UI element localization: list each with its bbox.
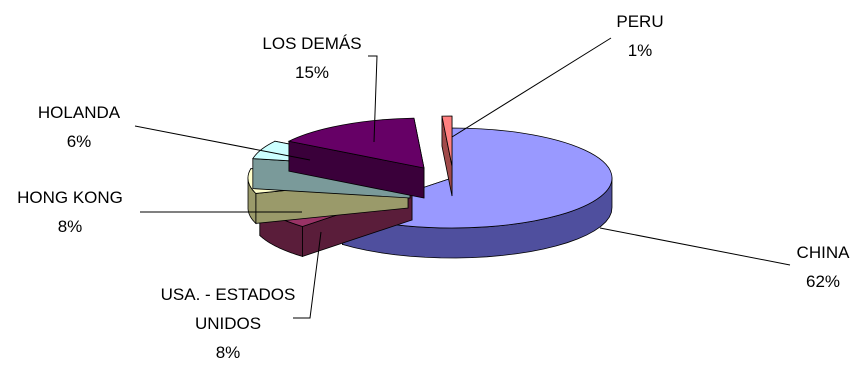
pie-slice-los-dem-s [287,117,425,199]
slice-percent: 8% [58,217,83,236]
leader-line [134,125,311,161]
slice-label: PERU 1% [616,12,663,60]
leader-lines [134,37,791,319]
slice-percent: 15% [295,63,329,82]
slice-label: USA. - ESTADOS UNIDOS 8% [161,285,296,362]
slice-top [441,115,453,167]
slice-percent: 1% [628,41,653,60]
slice-percent: 6% [67,132,92,151]
slices-layer [247,115,613,259]
slice-label: HOLANDA 6% [38,103,121,151]
slice-label: LOS DEMÁS 15% [262,34,361,82]
slice-name: LOS DEMÁS [262,34,361,53]
slice-top [287,117,425,169]
slice-name: UNIDOS [195,314,261,333]
leader-line [368,55,378,143]
pie-slice-peru [441,115,453,197]
slice-name: USA. - ESTADOS [161,285,296,304]
slice-label: HONG KONG 8% [17,188,123,236]
slice-name: HONG KONG [17,188,123,207]
slice-label: CHINA 62% [797,243,851,291]
slice-name: CHINA [797,243,851,262]
leader-line [599,227,791,266]
labels-layer: CHINA 62% USA. - ESTADOS UNIDOS 8% HONG KONG 8… [17,12,850,362]
leader-line [293,231,322,319]
slice-name: PERU [616,12,663,31]
slice-name: HOLANDA [38,103,121,122]
leader-line [451,37,612,138]
slice-percent: 8% [216,343,241,362]
slice-percent: 62% [806,272,840,291]
